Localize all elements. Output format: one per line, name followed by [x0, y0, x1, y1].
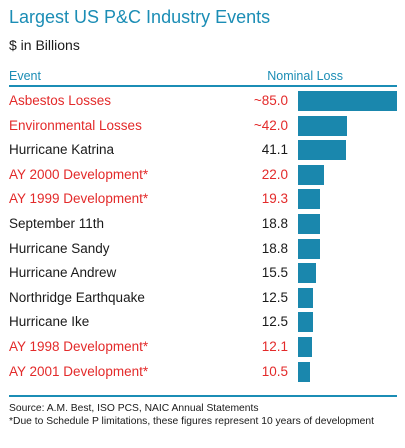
column-header-event: Event	[9, 69, 41, 83]
loss-bar	[298, 238, 320, 259]
loss-value-label: 22.0	[261, 166, 288, 182]
loss-value-label: 12.5	[261, 314, 288, 330]
loss-bar	[298, 140, 346, 161]
source-note: Source: A.M. Best, ISO PCS, NAIC Annual …	[9, 403, 259, 414]
loss-bar	[298, 214, 320, 234]
loss-bar	[298, 115, 347, 136]
loss-bar	[298, 164, 324, 185]
loss-value-label: 18.8	[261, 216, 288, 231]
bar-chart: Asbestos Losses ~85.0 Environmental Losses…	[0, 89, 405, 385]
event-label: Asbestos Losses	[9, 93, 112, 108]
loss-value-label: 10.5	[261, 363, 288, 379]
event-label: Hurricane Sandy	[9, 240, 110, 256]
loss-value-label: 19.3	[261, 191, 288, 207]
table-row: AY 2000 Development* 22.0	[0, 163, 405, 188]
loss-bar	[298, 91, 397, 111]
loss-bar	[298, 337, 313, 357]
loss-value-label: 18.8	[261, 240, 288, 256]
loss-value-label: ~85.0	[253, 93, 288, 108]
loss-value-label: 12.1	[261, 339, 288, 354]
loss-bar	[298, 361, 311, 382]
table-row: Environmental Losses ~42.0	[0, 114, 405, 139]
footnote: *Due to Schedule P limitations, these fi…	[9, 416, 374, 427]
event-label: AY 1999 Development*	[9, 191, 149, 207]
chart-subtitle: $ in Billions	[9, 37, 80, 53]
loss-value-label: 12.5	[261, 289, 288, 305]
table-row: AY 1999 Development* 19.3	[0, 187, 405, 212]
event-label: Hurricane Andrew	[9, 265, 117, 281]
table-row: Hurricane Sandy 18.8	[0, 237, 405, 262]
chart-title: Largest US P&C Industry Events	[9, 7, 271, 27]
table-row: Northridge Earthquake 12.5	[0, 286, 405, 311]
loss-value-label: ~42.0	[253, 117, 288, 133]
table-row: Hurricane Andrew 15.5	[0, 261, 405, 286]
table-row: Hurricane Katrina 41.1	[0, 138, 405, 163]
loss-bar	[298, 312, 313, 333]
event-label: September 11th	[9, 216, 105, 231]
table-row: Hurricane Ike 12.5	[0, 310, 405, 335]
table-row: AY 1998 Development* 12.1	[0, 335, 405, 360]
loss-bar	[298, 189, 321, 210]
loss-bar	[298, 287, 313, 308]
column-header-nominal-loss: Nominal Loss	[267, 69, 343, 83]
event-label: AY 2001 Development*	[9, 363, 149, 379]
event-label: Hurricane Katrina	[9, 142, 115, 158]
table-row: AY 2001 Development* 10.5	[0, 360, 405, 385]
event-label: Environmental Losses	[9, 117, 142, 133]
loss-bar	[298, 263, 317, 284]
loss-value-label: 41.1	[261, 142, 288, 158]
table-row: September 11th 18.8	[0, 212, 405, 237]
loss-value-label: 15.5	[261, 265, 288, 281]
header-divider	[9, 85, 397, 87]
footer-divider	[9, 395, 397, 397]
event-label: Northridge Earthquake	[9, 289, 145, 305]
table-row: Asbestos Losses ~85.0	[0, 89, 405, 114]
event-label: AY 2000 Development*	[9, 166, 149, 182]
event-label: Hurricane Ike	[9, 314, 90, 330]
event-label: AY 1998 Development*	[9, 339, 149, 354]
